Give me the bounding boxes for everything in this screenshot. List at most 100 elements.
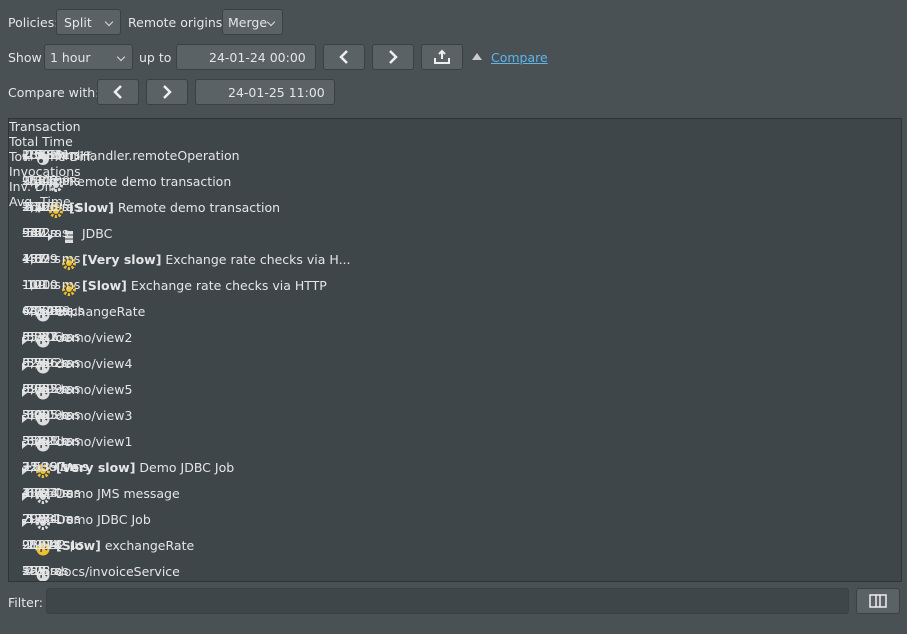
- export-button[interactable]: [421, 44, 463, 70]
- expander[interactable]: [22, 389, 27, 397]
- transaction-name: demo/view2: [56, 330, 132, 345]
- table-row[interactable]: Demo JMS message 1,823 s -3,160 s 382 -663 4,…: [9, 485, 901, 511]
- cell-value: -199 s: [22, 537, 61, 552]
- table-row[interactable]: exchangeRate 4,199 s -4,506 s 65545 -70,298 6…: [9, 303, 901, 329]
- table-row[interactable]: docs/invoiceService 155 s -428 s 259 -705 599…: [9, 563, 901, 581]
- expander[interactable]: [35, 208, 43, 213]
- row-icon: [35, 437, 51, 456]
- transaction-name: [Slow] exchangeRate: [56, 538, 194, 553]
- tag: [Slow]: [69, 200, 114, 215]
- prev-button[interactable]: [323, 44, 365, 70]
- expander[interactable]: [22, 519, 27, 527]
- tag: [Slow]: [82, 278, 127, 293]
- cell-value: 10183: [22, 147, 62, 162]
- cell-value: -1,381 s: [22, 511, 73, 526]
- column-header[interactable]: Total Time: [9, 134, 73, 149]
- name: docs/invoiceService: [56, 564, 180, 579]
- cell-value: -428 s: [22, 563, 61, 578]
- collapse-arrow: [472, 53, 482, 60]
- icon: [36, 490, 50, 504]
- name: demo/view1: [56, 434, 133, 449]
- icon: [36, 308, 50, 322]
- table-row[interactable]: [Slow] Remote demo transaction 1,206 s -1,…: [9, 199, 901, 225]
- icon: [36, 438, 50, 452]
- next-button[interactable]: [372, 44, 414, 70]
- transaction-table: Transaction Total Time Tot. Time Diff. Invo…: [8, 118, 902, 582]
- expander[interactable]: [35, 181, 40, 189]
- expander[interactable]: [22, 337, 27, 345]
- table-row[interactable]: Remote demo transaction 216 m -230 m 9623 -1…: [9, 173, 901, 199]
- icon: [36, 412, 50, 426]
- table-row[interactable]: [Slow] exchangeRate 210 s -199 s 2127 -2,018…: [9, 537, 901, 563]
- table-row[interactable]: Demo JDBC Job 707 s -1,381 s 298 -573 2,374 m…: [9, 511, 901, 537]
- cell-value: 2,153 ms: [22, 199, 81, 214]
- date-field[interactable]: 24-01-24 00:00: [176, 44, 316, 70]
- cell-value: 1,206 s: [22, 199, 69, 214]
- table-row[interactable]: [Slow] Exchange rate checks via HTTP 110 …: [9, 277, 901, 303]
- cell-value: 3,831 s: [22, 329, 69, 344]
- column-header[interactable]: Invocations: [9, 164, 81, 179]
- cell-value: -10,109: [22, 173, 71, 188]
- expander[interactable]: [48, 233, 53, 241]
- show-dropdown[interactable]: 1 hour: [44, 44, 133, 70]
- expander[interactable]: [22, 441, 27, 449]
- expander[interactable]: [22, 156, 30, 161]
- cell-value: -3,821 s: [22, 433, 73, 448]
- transaction-name: demo/view4: [56, 356, 132, 371]
- table-row[interactable]: demo/view2 3,831 s -3,206 s 652 -534 5,877 ms: [9, 329, 901, 355]
- table-row[interactable]: [Very slow] Exchange rate checks via H..…: [9, 251, 901, 277]
- cell-value: -555: [22, 355, 51, 370]
- table-row[interactable]: demo/view3 3,425 s -3,609 s 580 -600 5,905 ms: [9, 407, 901, 433]
- column-header[interactable]: Inv. Diff.: [9, 179, 61, 194]
- name: exchangeRate: [56, 304, 146, 319]
- table-row[interactable]: JDBC 530 s -522 s 560 -552 947 ms: [9, 225, 901, 251]
- filter-input[interactable]: [46, 588, 849, 614]
- remote-value: Merge: [228, 14, 268, 30]
- icon: [36, 568, 50, 581]
- table-row[interactable]: demo/view4 3,736 s -3,392 s 623 -555 5,996 ms: [9, 355, 901, 381]
- compare-date-field[interactable]: 24-01-25 11:00: [195, 79, 335, 105]
- remote-dropdown[interactable]: Merge: [222, 9, 283, 35]
- name: demo/view5: [56, 382, 133, 397]
- cell-value: 216 m: [22, 173, 63, 188]
- icon: [49, 178, 63, 192]
- cell-value: 3,291 s: [22, 433, 69, 448]
- table-row[interactable]: RmiHandler.remoteOperation 236 m -250 m 101…: [9, 147, 901, 173]
- name: Demo JDBC Job: [139, 460, 235, 475]
- table-row[interactable]: demo/view1 3,291 s -3,821 s 558 -649 5,898 ms: [9, 433, 901, 459]
- expander[interactable]: [22, 363, 27, 371]
- cell-value: 210 s: [22, 537, 57, 552]
- policies-dropdown[interactable]: Split: [56, 9, 121, 35]
- cell-value: 487 s: [22, 251, 57, 266]
- name: Remote demo transaction: [69, 174, 232, 189]
- cell-value: 652: [22, 329, 46, 344]
- column-header[interactable]: Transaction: [9, 119, 81, 134]
- cell-value: -3,392 s: [22, 355, 73, 370]
- cell-value: 623: [22, 355, 46, 370]
- cell-value: -534: [22, 329, 51, 344]
- column-button[interactable]: [856, 588, 900, 614]
- compare-link[interactable]: Compare: [491, 50, 548, 65]
- cell-value: 2127: [22, 537, 54, 552]
- row-icon: [35, 307, 51, 326]
- row-icon: [35, 515, 51, 534]
- cell-value: 109: [22, 277, 46, 292]
- compare-prev-button[interactable]: [97, 79, 139, 105]
- policies-value: Split: [64, 14, 92, 30]
- show-value: 1 hour: [50, 49, 91, 65]
- remote-label: Remote origins:: [128, 15, 227, 30]
- transaction-name: [Slow] Exchange rate checks via HTTP: [82, 278, 327, 293]
- table-row[interactable]: demo/view5 3,632 s -3,399 s 596 -555 6,095 ms: [9, 381, 901, 407]
- cell-value: 599 ms: [22, 563, 69, 578]
- expander[interactable]: [22, 415, 27, 423]
- cell-value: -3,609 s: [22, 407, 73, 422]
- column-header[interactable]: Tot. Time Diff.: [9, 149, 96, 164]
- cell-value: 596: [22, 381, 46, 396]
- cell-value: 560: [22, 199, 46, 214]
- expander[interactable]: [22, 467, 27, 475]
- cell-value: -1,189 s: [22, 199, 73, 214]
- expander[interactable]: [22, 493, 27, 501]
- table-row[interactable]: [Very slow] Demo JDBC Job 2,533 s +586 ms 3…: [9, 459, 901, 485]
- compare-next-button[interactable]: [146, 79, 188, 105]
